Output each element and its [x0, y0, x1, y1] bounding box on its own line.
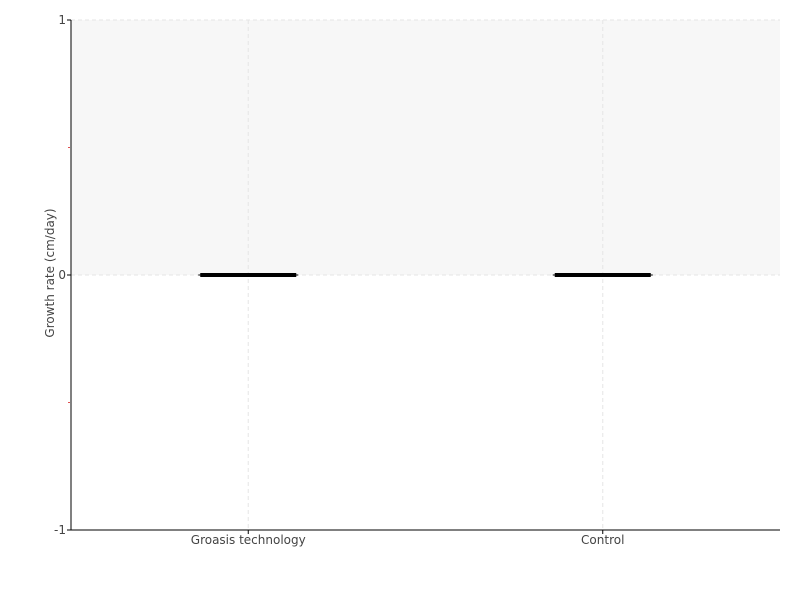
- x-tick-label: Control: [581, 533, 624, 547]
- y-tick-label: -1: [54, 523, 66, 537]
- x-tick-label: Groasis technology: [191, 533, 306, 547]
- y-tick-label: 0: [58, 268, 66, 282]
- shaded-band: [71, 20, 780, 275]
- y-axis-label: Growth rate (cm/day): [43, 208, 57, 337]
- y-tick-label: 1: [58, 13, 66, 27]
